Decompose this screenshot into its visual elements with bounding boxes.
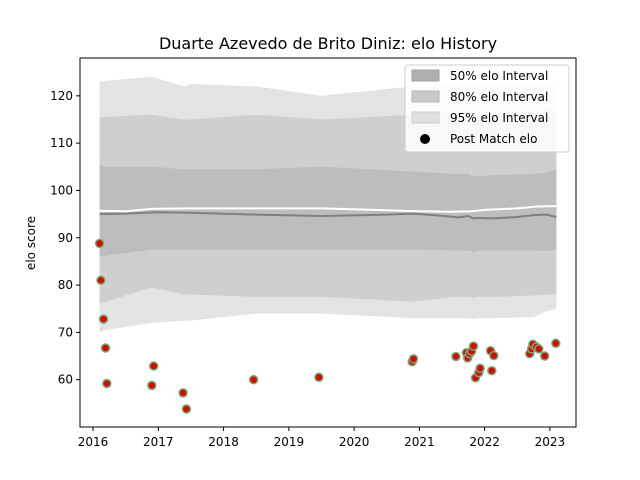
x-tick-label: 2023 [535,435,566,449]
legend-swatch-80 [411,90,440,103]
legend-swatch-50 [411,69,440,82]
post-match-point [181,404,192,414]
x-tick-label: 2020 [339,435,370,449]
x-tick-label: 2021 [404,435,435,449]
legend-label-80: 80% elo Interval [450,90,548,104]
post-match-point [468,341,479,351]
y-tick-label: 60 [58,373,73,387]
post-match-point [148,361,159,371]
y-axis-label: elo score [24,216,38,270]
post-match-point [248,374,259,385]
post-match-point [96,275,106,286]
x-tick-label: 2017 [143,435,174,449]
y-tick-label: 110 [50,136,73,150]
median-elo-line [99,211,557,220]
post-match-point [534,344,544,354]
post-match-point [314,372,324,383]
x-tick-label: 2022 [469,435,500,449]
post-match-point [451,351,461,362]
post-match-point [487,365,497,376]
y-axis-ticks: 60 70 80 90 100 110 120 [50,89,80,387]
plot-frame [79,57,577,428]
post-match-point [147,380,157,391]
y-tick-label: 80 [58,278,73,292]
post-match-point [102,378,112,389]
y-tick-label: 70 [58,325,73,339]
post-match-point [94,238,105,249]
post-match-point [539,351,550,361]
band-50 [99,164,557,257]
legend-swatch-95 [411,111,440,124]
legend-marker-points [420,134,430,144]
x-tick-label: 2016 [78,435,109,449]
post-match-points [94,238,561,414]
y-tick-label: 90 [58,231,73,245]
post-match-point [100,343,111,353]
elo-lines [99,205,557,220]
post-match-point [551,338,561,349]
post-match-point [475,363,485,374]
chart-title: Duarte Azevedo de Brito Diniz: elo Histo… [159,34,497,53]
mean-elo-line [99,205,557,213]
post-match-point [408,354,419,364]
post-match-point [178,388,188,398]
legend-box [404,64,570,153]
y-tick-label: 120 [50,89,73,103]
legend: 50% elo Interval 80% elo Interval 95% el… [404,64,570,153]
x-tick-label: 2019 [274,435,305,449]
post-match-point [489,350,499,361]
legend-label-points: Post Match elo [450,132,537,146]
legend-label-50: 50% elo Interval [450,69,548,83]
legend-label-95: 95% elo Interval [450,111,548,125]
post-match-point [98,314,109,324]
y-tick-label: 100 [50,183,73,197]
x-tick-label: 2018 [208,435,239,449]
x-axis-ticks: 2016 2017 2018 2019 2020 2021 2022 2023 [78,427,565,449]
